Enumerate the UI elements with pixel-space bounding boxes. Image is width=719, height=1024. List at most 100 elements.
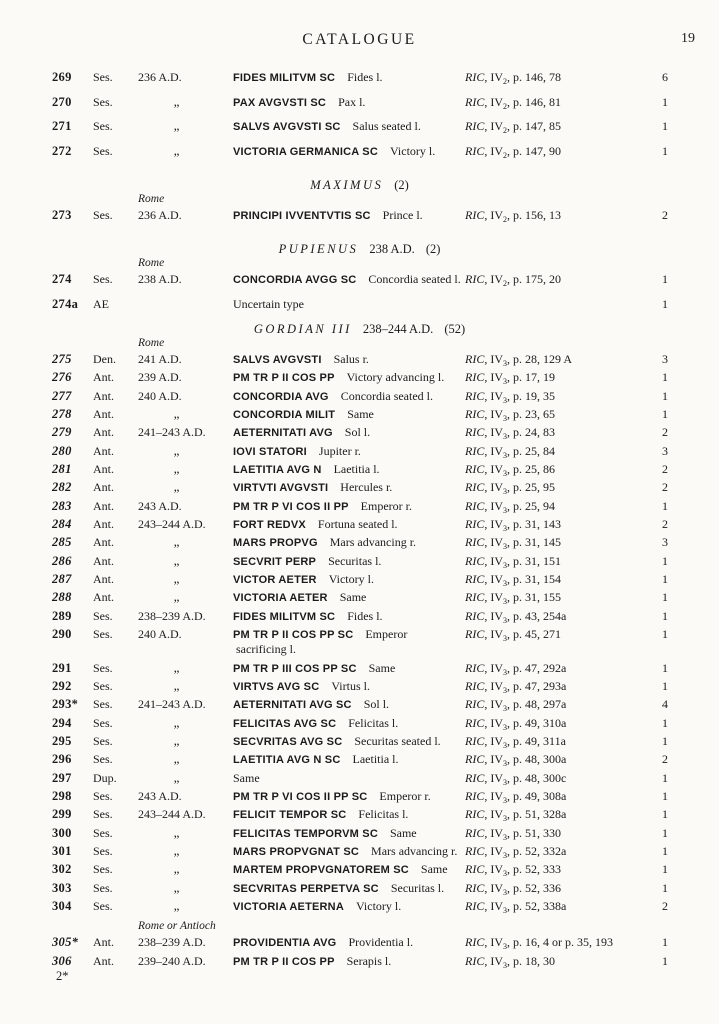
- type-cell: LAETITIA AVG N Laetitia l.: [233, 462, 380, 477]
- reference: RIC, IV3, p. 48, 300c: [465, 770, 567, 787]
- table-row: 272 Ses. „ VICTORIA GERMANICA SC Victory l. R…: [0, 143, 719, 169]
- reference: RIC, IV2, p. 146, 78: [465, 70, 562, 86]
- reference-volume-part: 3: [503, 634, 508, 644]
- table-row: 278 Ant. „ CONCORDIA MILIT Same RIC, IV3, p. …: [0, 407, 719, 425]
- type-description: Mars advancing r.: [329, 535, 417, 550]
- reference-volume-part: 3: [503, 741, 508, 751]
- reference-work: RIC: [465, 715, 485, 730]
- reference-work: RIC: [465, 352, 485, 366]
- row-number: 300: [52, 825, 72, 840]
- type-cell: Uncertain type: [233, 297, 304, 311]
- coin-legend: FIDES MILITVM SC: [233, 72, 336, 84]
- reference-work: RIC: [465, 825, 485, 840]
- reference: RIC, IV3, p. 45, 271: [465, 627, 562, 644]
- reference-work: RIC: [465, 789, 485, 804]
- reference-volume: IV: [490, 572, 504, 587]
- specimen-count: 1: [662, 627, 668, 642]
- denomination: Dup.: [93, 770, 117, 785]
- type-cell: AETERNITATI AVG Sol l.: [233, 425, 370, 440]
- date-label: 238–239 A.D.: [138, 608, 206, 623]
- type-cell: AETERNITATI AVG SC Sol l.: [233, 697, 389, 712]
- type-description: Mars advancing r.: [371, 844, 458, 859]
- table-row: 281 Ant. „ LAETITIA AVG N Laetitia l. RIC, IV…: [0, 462, 719, 480]
- type-cell: PM TR P VI COS II PP SC Emperor r.: [233, 789, 431, 804]
- reference-pages: p. 52, 333: [513, 862, 562, 877]
- type-cell: SECVRITAS AVG SC Securitas seated l.: [233, 734, 441, 749]
- type-description: Sol l.: [363, 697, 390, 712]
- row-number: 284: [52, 517, 72, 532]
- date-label: 238–239 A.D.: [138, 935, 206, 949]
- ditto-mark: „: [173, 843, 181, 859]
- table-row: 302 Ses. „ MARTEM PROPVGNATOREM SC Same RIC, …: [0, 862, 719, 880]
- ditto-mark: „: [173, 589, 181, 605]
- denomination: Ses.: [93, 899, 113, 914]
- reference-volume-part: 3: [503, 487, 508, 497]
- denomination: Ses.: [93, 807, 113, 822]
- type-description: Securitas l.: [390, 880, 445, 895]
- type-cell: PM TR P III COS PP SC Same: [233, 661, 395, 676]
- reference: RIC, IV3, p. 52, 332a: [465, 844, 567, 861]
- reference-volume-part: 3: [503, 759, 508, 769]
- row-number: 275: [52, 352, 72, 366]
- table-row: 271 Ses. „ SALVS AVGVSTI SC Salus seated l. R…: [0, 119, 719, 144]
- reference: RIC, IV3, p. 48, 297a: [465, 697, 567, 714]
- mint-place-label: Rome or Antioch: [138, 920, 216, 932]
- reference-pages: p. 19, 35: [513, 388, 556, 403]
- reference-volume: IV: [490, 208, 504, 222]
- reference-volume-part: 3: [503, 851, 508, 861]
- type-cell: FELICITAS AVG SC Felicitas l.: [233, 716, 398, 731]
- type-cell: PM TR P II COS PP Victory advancing l.: [233, 370, 444, 385]
- table-row: 294 Ses. „ FELICITAS AVG SC Felicitas l. RIC,…: [0, 715, 719, 734]
- reference-volume: IV: [490, 388, 504, 403]
- denomination: Ses.: [93, 208, 113, 222]
- reference-work: RIC: [465, 370, 485, 385]
- date-label: 243–244 A.D.: [138, 807, 206, 822]
- reference-work: RIC: [465, 679, 485, 693]
- heading-specimen-count: (2): [394, 178, 409, 192]
- reference-volume-part: 3: [503, 542, 508, 552]
- denomination: Ant.: [93, 553, 114, 568]
- section-maximus: MAXIMUS (2) Rome 273 Ses. 236 A.D. PRINCIPI IV…: [0, 178, 719, 233]
- reference-volume: IV: [490, 679, 504, 693]
- reference-volume: IV: [490, 697, 504, 712]
- ditto-mark: „: [173, 769, 181, 785]
- reference-pages: p. 147, 90: [513, 143, 562, 158]
- denomination: Ant.: [93, 590, 114, 605]
- table-row: 290 Ses. 240 A.D. PM TR P II COS PP SC Emper…: [0, 627, 719, 661]
- reference-pages: p. 52, 336: [513, 880, 562, 895]
- reference-pages: p. 146, 81: [513, 94, 562, 109]
- row-number: 299: [52, 807, 72, 822]
- reference-work: RIC: [465, 807, 485, 822]
- denomination: Ses.: [93, 608, 113, 623]
- reference-volume: IV: [490, 443, 504, 458]
- denomination: Ant.: [93, 935, 114, 949]
- specimen-count: 3: [662, 443, 668, 458]
- denomination: Ses.: [93, 94, 113, 109]
- coin-legend: FELICITAS TEMPORVM SC: [233, 827, 378, 840]
- reference-volume-part: 3: [503, 777, 508, 787]
- ditto-mark: „: [173, 552, 181, 568]
- table-row: 285 Ant. „ MARS PROPVG Mars advancing r. RIC,…: [0, 535, 719, 553]
- reference-pages: p. 52, 332a: [513, 844, 567, 859]
- reference-pages: p. 51, 330: [513, 825, 562, 840]
- reference-volume-part: 3: [503, 414, 508, 424]
- row-number: 293*: [52, 697, 79, 712]
- reference-pages: p. 146, 78: [513, 70, 562, 84]
- mint-place-label: Rome: [138, 337, 165, 349]
- ditto-mark: „: [173, 861, 181, 877]
- date-label: 236 A.D.: [138, 208, 182, 222]
- heading-date: 238–244 A.D.: [362, 322, 434, 336]
- date-label: 241–243 A.D.: [138, 697, 206, 712]
- type-description: Same: [347, 407, 374, 422]
- row-number: 286: [52, 553, 72, 568]
- ditto-mark: „: [173, 678, 181, 693]
- coin-legend: SECVRITAS PERPETVA SC: [233, 882, 379, 895]
- reference: RIC, IV3, p. 17, 19: [465, 370, 556, 387]
- denomination: Ses.: [93, 825, 113, 840]
- row-number: 270: [52, 94, 72, 109]
- reference: RIC, IV3, p. 31, 155: [465, 590, 562, 607]
- table-row: 295 Ses. „ SECVRITAS AVG SC Securitas seated…: [0, 734, 719, 752]
- type-description: Securitas l.: [328, 553, 382, 568]
- ditto-mark: „: [173, 534, 181, 550]
- reference-volume: IV: [490, 70, 504, 84]
